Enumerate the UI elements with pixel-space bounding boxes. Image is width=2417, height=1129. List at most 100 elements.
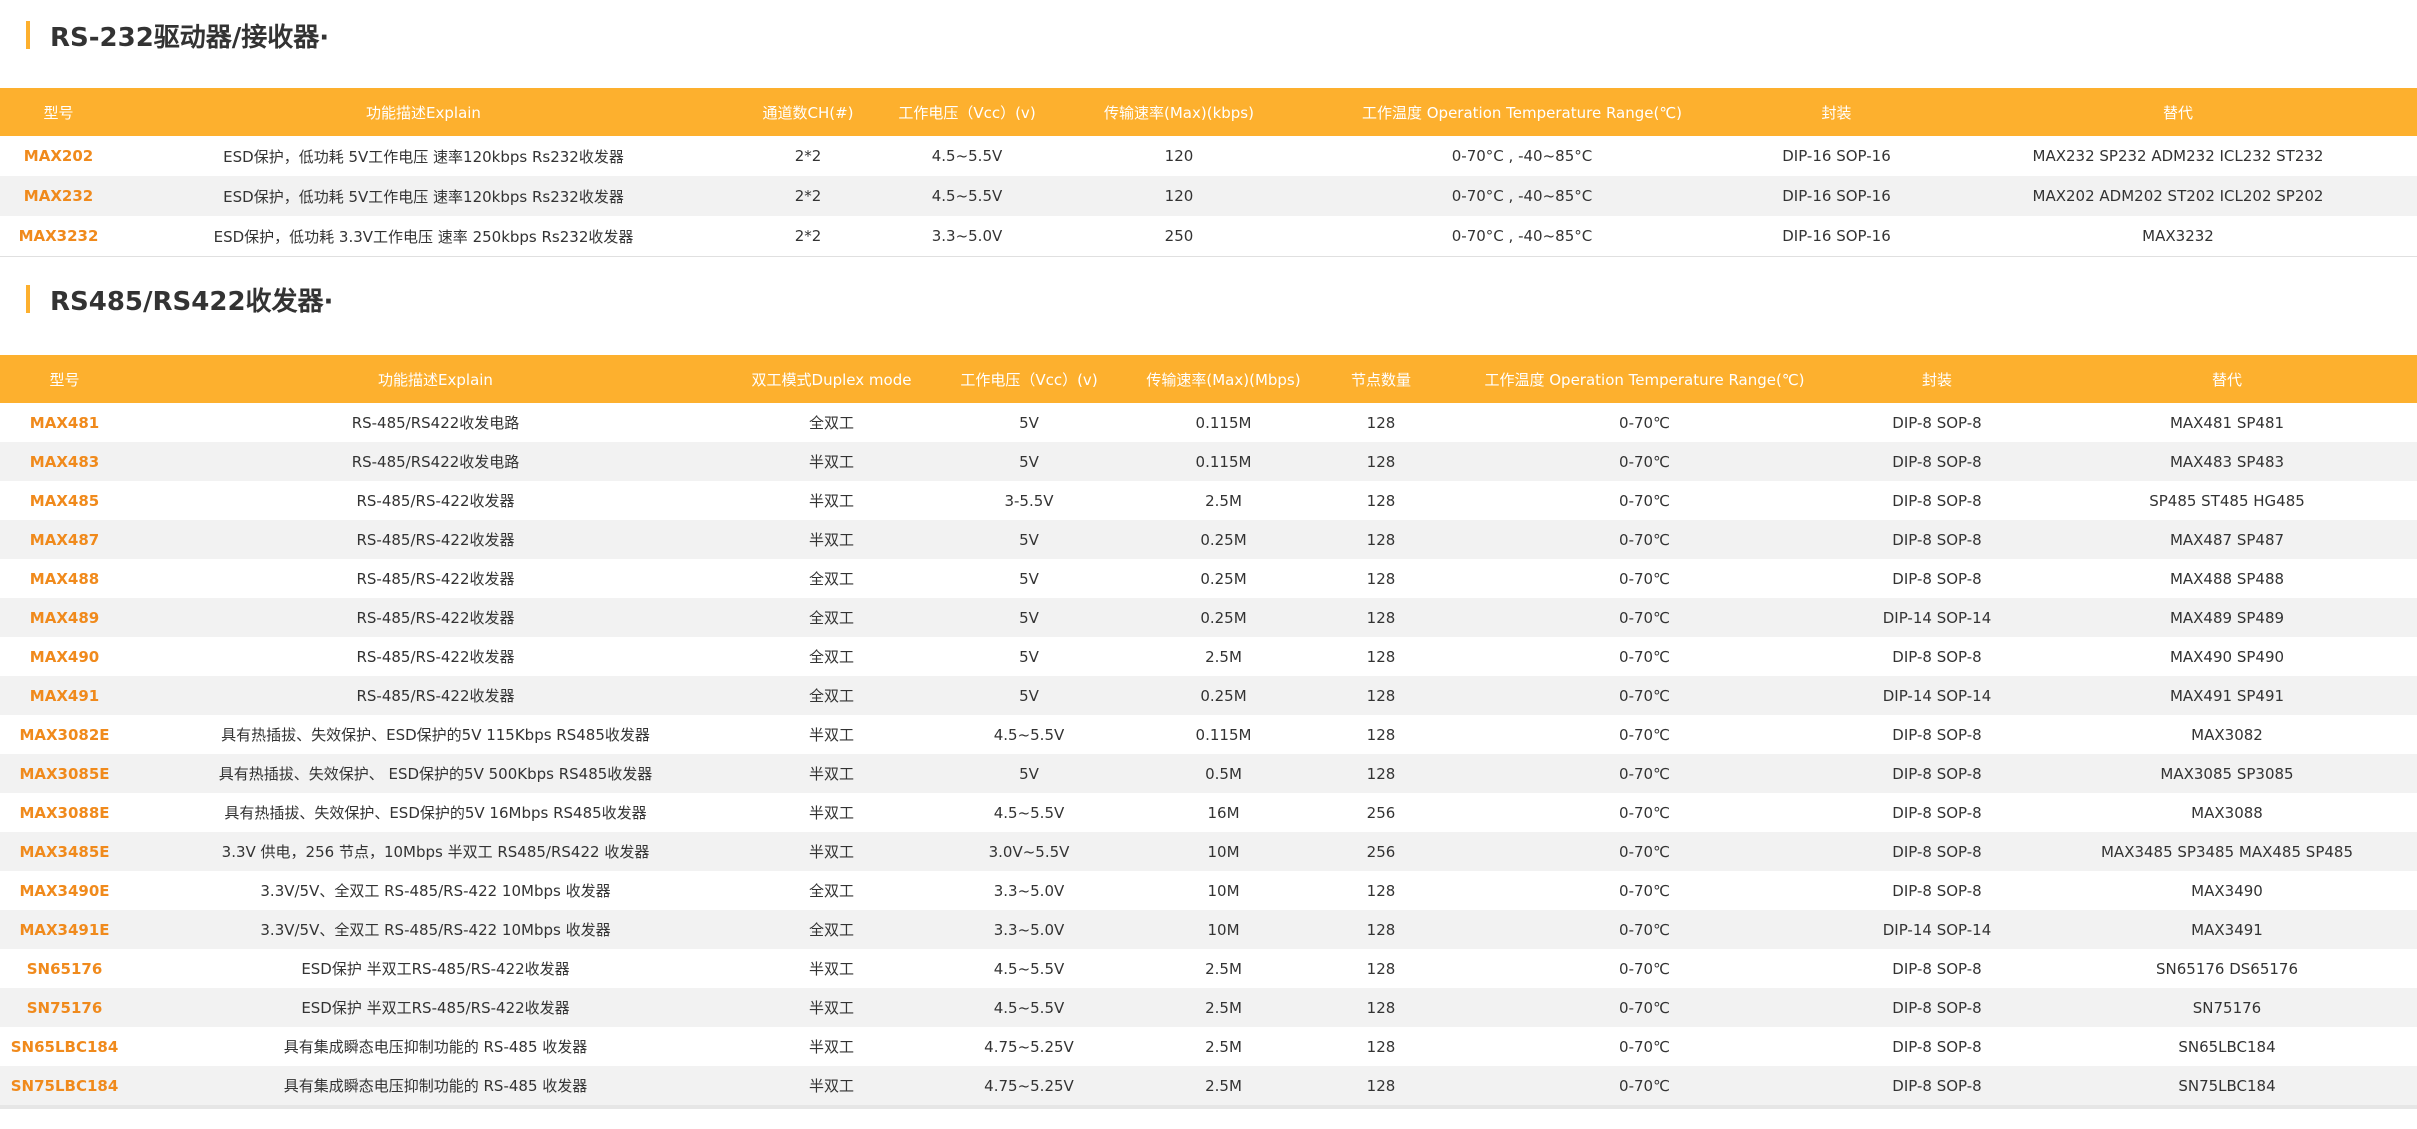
table-cell: 半双工: [808, 1038, 854, 1056]
table-cell: 半双工: [808, 804, 854, 822]
column-header: 替代: [2037, 355, 2417, 403]
table-cell: DIP-8 SOP-8: [1892, 569, 1982, 588]
table-cell: MAX481 SP481: [2169, 413, 2285, 432]
table-cell: 3.3V/5V、全双工 RS-485/RS-422 10Mbps 收发器: [129, 910, 742, 949]
table-row: MAX481 RS-485/RS422收发电路 全双工 5V 0.115M 128 0-70…: [0, 403, 2417, 442]
table-row: MAX487 RS-485/RS-422收发器 半双工 5V 0.25M 128 0-70℃…: [0, 520, 2417, 559]
table-cell: 128: [1310, 598, 1452, 637]
table-cell: 具有集成瞬态电压抑制功能的 RS-485 收发器: [129, 1066, 742, 1107]
table-cell: MAX483 SP483: [2037, 442, 2417, 481]
header-row: 型号 功能描述Explain 双工模式Duplex mode 工作电压（Vcc）(v)…: [0, 355, 2417, 403]
table-cell: 0-70℃: [1452, 754, 1837, 793]
table-row: MAX489 RS-485/RS-422收发器 全双工 5V 0.25M 128 0-70℃…: [0, 598, 2417, 637]
table-cell: 4.5~5.5V: [921, 988, 1137, 1027]
table-cell: 0.25M: [1137, 520, 1310, 559]
table-cell: 10M: [1137, 832, 1310, 871]
column-header: 传输速率(Max)(kbps): [1048, 88, 1310, 136]
table-cell: ESD保护 半双工RS-485/RS-422收发器: [129, 988, 742, 1027]
table-cell: 0.115M: [1137, 442, 1310, 481]
table-cell: MAX202 ADM202 ST202 ICL202 SP202: [1939, 176, 2417, 216]
table-row: SN65LBC184 具有集成瞬态电压抑制功能的 RS-485 收发器 半双工 4.7…: [0, 1027, 2417, 1066]
table-cell: 2.5M: [1137, 1066, 1310, 1107]
table-row: MAX485 RS-485/RS-422收发器 半双工 3-5.5V 2.5M 128 0-…: [0, 481, 2417, 520]
table-cell: RS-485/RS-422收发器: [129, 520, 742, 559]
table-row: MAX490 RS-485/RS-422收发器 全双工 5V 2.5M 128 0-70℃ D…: [0, 637, 2417, 676]
column-header: 型号: [0, 88, 117, 136]
table-row: MAX3085E 具有热插拔、失效保护、 ESD保护的5V 500Kbps RS4…: [0, 754, 2417, 793]
model-name: MAX491: [0, 676, 129, 715]
column-header: 功能描述Explain: [117, 88, 730, 136]
table-cell: 0.115M: [1195, 413, 1252, 432]
table-cell: 4.5~5.5V: [993, 803, 1065, 822]
table-cell: 半双工: [808, 492, 854, 510]
table-cell: DIP-8 SOP-8: [1892, 413, 1982, 432]
table-cell: 0-70℃: [1452, 910, 1837, 949]
table-cell: 2.5M: [1205, 491, 1242, 510]
table-cell: SP485 ST485 HG485: [2149, 491, 2305, 510]
page: RS-232驱动器/接收器· 型号 功能描述Explain 通道数CH(#) 工作电压…: [0, 15, 2417, 1129]
table-cell: 具有集成瞬态电压抑制功能的 RS-485 收发器: [283, 1038, 588, 1056]
table-cell: RS-485/RS-422收发器: [129, 676, 742, 715]
table-cell: 250: [1164, 227, 1194, 245]
table-cell: 0.25M: [1200, 569, 1247, 588]
table-cell: ESD保护，低功耗 3.3V工作电压 速率 250kbps Rs232收发器: [213, 227, 634, 246]
table-cell: 256: [1366, 803, 1396, 822]
table-cell: DIP-8 SOP-8: [1892, 881, 1982, 900]
table-cell: SN75LBC184: [2037, 1066, 2417, 1107]
table-cell: 128: [1310, 1066, 1452, 1107]
table-cell: MAX489 SP489: [2037, 598, 2417, 637]
table-cell: DIP-8 SOP-8: [1837, 442, 2037, 481]
table-row: MAX488 RS-485/RS-422收发器 全双工 5V 0.25M 128 0-70℃…: [0, 559, 2417, 598]
table-cell: DIP-8 SOP-8: [1837, 1066, 2037, 1107]
table-cell: 128: [1366, 569, 1396, 588]
table-cell: 0-70℃: [1452, 442, 1837, 481]
table-cell: 0-70℃: [1452, 988, 1837, 1027]
model-name: MAX490: [29, 647, 100, 666]
table-cell: MAX488 SP488: [2169, 569, 2285, 588]
section-title: RS-232驱动器/接收器·: [0, 15, 2417, 55]
table-cell: 0-70°C , -40~85°C: [1451, 227, 1593, 245]
model-name: MAX487: [0, 520, 129, 559]
table-cell: MAX3490: [2191, 881, 2263, 900]
model-name: MAX489: [0, 598, 129, 637]
product-table: 型号 功能描述Explain 双工模式Duplex mode 工作电压（Vcc）(v)…: [0, 355, 2417, 1109]
table-row: MAX3490E 3.3V/5V、全双工 RS-485/RS-422 10Mbps…: [0, 871, 2417, 910]
table-cell: 0.25M: [1137, 598, 1310, 637]
table-row: SN65176 ESD保护 半双工RS-485/RS-422收发器 半双工 4.5~5…: [0, 949, 2417, 988]
table-cell: 0-70°C , -40~85°C: [1451, 147, 1593, 165]
table-cell: 5V: [921, 520, 1137, 559]
table-cell: DIP-8 SOP-8: [1837, 832, 2037, 871]
table-cell: 2*2: [794, 147, 822, 165]
table-cell: DIP-14 SOP-14: [1837, 598, 2037, 637]
table-cell: 具有热插拔、失效保护、ESD保护的5V 16Mbps RS485收发器: [224, 804, 647, 822]
table-cell: 128: [1310, 988, 1452, 1027]
table-row: SN75LBC184 具有集成瞬态电压抑制功能的 RS-485 收发器 半双工 4.7…: [0, 1066, 2417, 1107]
table-cell: 128: [1366, 725, 1396, 744]
table-cell: 128: [1366, 647, 1396, 666]
table-cell: 10M: [1137, 910, 1310, 949]
table-cell: 全双工: [808, 414, 854, 432]
table-cell: 4.5~5.5V: [931, 147, 1003, 165]
table-cell: 128: [1366, 491, 1396, 510]
table-cell: 0-70℃: [1452, 832, 1837, 871]
table-cell: 全双工: [742, 598, 921, 637]
table-cell: 半双工: [808, 726, 854, 744]
table-cell: 256: [1310, 832, 1452, 871]
table-cell: 128: [1366, 1037, 1396, 1056]
table-cell: MAX491 SP491: [2037, 676, 2417, 715]
table-cell: 0-70℃: [1452, 676, 1837, 715]
table-cell: 2.5M: [1205, 1037, 1242, 1056]
table-cell: DIP-8 SOP-8: [1837, 520, 2037, 559]
table-cell: 0.25M: [1137, 676, 1310, 715]
table-cell: ESD保护，低功耗 5V工作电压 速率120kbps Rs232收发器: [117, 176, 730, 216]
table-cell: 0-70℃: [1619, 569, 1670, 588]
table-cell: 10M: [1207, 881, 1240, 900]
column-header: 替代: [1939, 88, 2417, 136]
column-header: 工作温度 Operation Temperature Range(℃): [1310, 88, 1734, 136]
table-cell: 3.3~5.0V: [931, 227, 1003, 245]
table-cell: ESD保护 半双工RS-485/RS-422收发器: [301, 960, 570, 978]
table-row: MAX3485E 3.3V 供电，256 节点，10Mbps 半双工 RS485/…: [0, 832, 2417, 871]
table-cell: 全双工: [808, 648, 854, 666]
column-header: 通道数CH(#): [730, 88, 886, 136]
table-cell: SN75176: [2037, 988, 2417, 1027]
